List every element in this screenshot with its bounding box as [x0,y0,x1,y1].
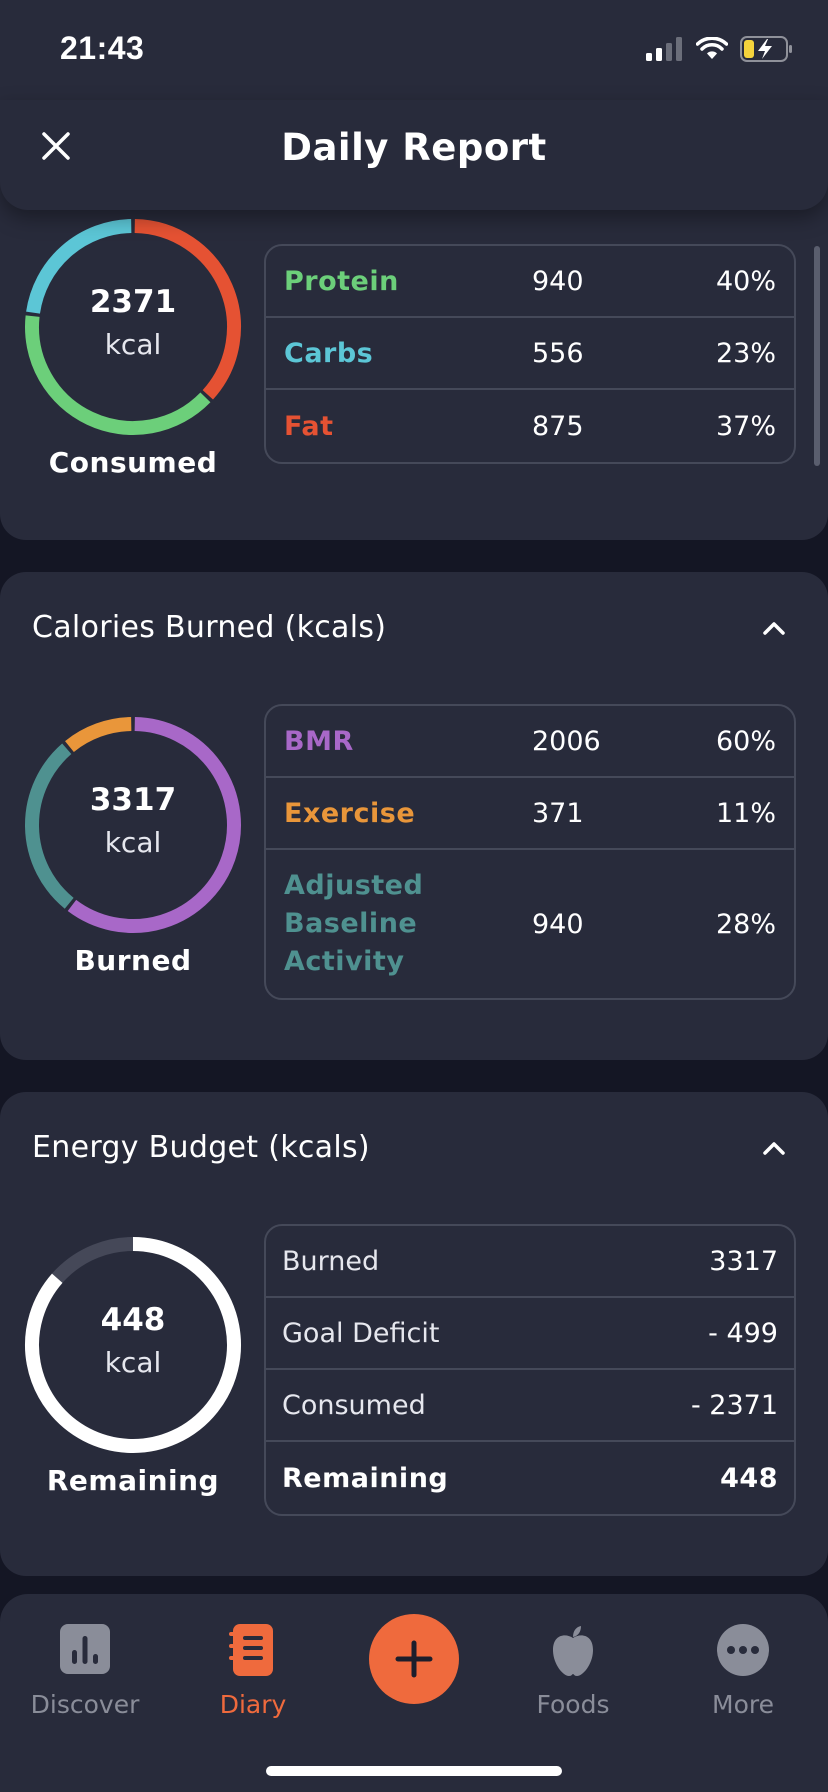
consumed-ring-segment-2 [26,219,132,314]
budget-value: - 499 [708,1317,778,1349]
budget-table: Burned 3317 Goal Deficit - 499 Consumed … [264,1224,796,1516]
burned-ring-label: Burned [74,944,192,977]
burn-name: Exercise [284,797,416,829]
consumed-ring-segment-0 [134,219,241,400]
burn-percent: 60% [715,725,776,757]
add-button[interactable] [369,1614,459,1704]
table-row-adjusted-baseline-activity: Adjusted Baseline Activity 940 28% [266,850,794,998]
burn-name-line: Baseline [284,908,418,939]
burned-ring-segment-2 [65,717,132,753]
burn-name-line: Adjusted [284,870,424,901]
remaining-kcal-value: 448 [100,1302,166,1338]
energy-budget-card: Energy Budget (kcals) 448 kcal Remaining… [0,1092,828,1576]
budget-label: Remaining [282,1462,449,1494]
macro-value: 875 [532,410,584,442]
table-row-bmr: BMR 2006 60% [266,706,794,778]
consumed-ring-chart [25,219,241,435]
macro-name: Protein [284,265,399,297]
remaining-ring-chart [25,1237,241,1453]
calories-burned-card: Calories Burned (kcals) 3317 kcal Burned… [0,572,828,1060]
budget-value: - 2371 [690,1389,778,1421]
burn-value: 371 [532,797,584,829]
consumed-kcal-value: 2371 [89,284,177,320]
scrollbar[interactable] [814,246,820,466]
table-row-consumed: Consumed - 2371 [266,1370,794,1442]
home-indicator [266,1766,562,1776]
status-icons [646,36,794,62]
tab-label: Diary [219,1690,287,1719]
table-row-protein: Protein 940 40% [266,246,794,318]
macro-value: 556 [532,337,584,369]
status-time: 21:43 [60,30,145,66]
macro-name: Carbs [284,337,374,369]
burn-name-line: Activity [284,946,405,977]
budget-label: Burned [282,1245,380,1277]
consumed-ring: 2371 kcal [22,216,244,438]
consumed-ring-label: Consumed [48,446,218,479]
tab-label: Foods [536,1690,610,1719]
macros-table: Protein 940 40% Carbs 556 23% Fat 875 37… [264,244,796,464]
diary-icon [229,1624,273,1676]
burn-percent: 28% [715,908,776,940]
card-title: Energy Budget (kcals) [32,1130,370,1165]
burn-value: 2006 [532,725,601,757]
burned-ring: 3317 kcal [22,714,244,936]
macro-percent: 23% [715,337,776,369]
burn-value: 940 [532,908,584,940]
burn-name: Adjusted Baseline Activity [284,867,423,981]
budget-value: 3317 [709,1245,778,1277]
budget-value: 448 [720,1462,778,1494]
burned-kcal-value: 3317 [89,782,177,818]
burned-ring-segment-1 [25,743,74,909]
consumed-ring-segment-1 [25,315,211,435]
macro-percent: 37% [715,410,776,442]
page-title: Daily Report [281,126,547,169]
tab-label: More [712,1690,774,1719]
macro-percent: 40% [715,265,776,297]
chart-icon [60,1624,110,1674]
status-bar: 21:43 [0,0,828,100]
battery-charging-icon [740,36,792,62]
signal-icon [646,37,682,61]
remaining-ring-fill [25,1237,241,1453]
budget-label: Consumed [282,1389,426,1421]
tab-label: Discover [30,1690,140,1719]
tab-foods[interactable]: Foods [498,1612,648,1722]
chevron-up-icon[interactable] [758,612,790,644]
remaining-ring-label: Remaining [46,1464,220,1497]
table-row-fat: Fat 875 37% [266,390,794,462]
card-title: Calories Burned (kcals) [32,610,387,645]
header: Daily Report [0,100,828,210]
table-row-burned: Burned 3317 [266,1226,794,1298]
plus-icon [395,1640,433,1678]
burn-percent: 11% [715,797,776,829]
more-icon [717,1624,769,1676]
burn-name: BMR [284,725,354,757]
table-row-remaining: Remaining 448 [266,1442,794,1514]
macro-name: Fat [284,410,334,442]
consumed-card: 2371 kcal Consumed Protein 940 40% Carbs… [0,160,828,540]
remaining-kcal-unit: kcal [104,1346,162,1379]
close-icon [42,132,70,160]
table-row-goal-deficit: Goal Deficit - 499 [266,1298,794,1370]
budget-label: Goal Deficit [282,1317,440,1349]
burned-table: BMR 2006 60% Exercise 371 11% Adjusted B… [264,704,796,1000]
wifi-icon [696,37,728,59]
tab-discover[interactable]: Discover [10,1612,160,1722]
table-row-exercise: Exercise 371 11% [266,778,794,850]
table-row-carbs: Carbs 556 23% [266,318,794,390]
tab-more[interactable]: More [668,1612,818,1722]
macro-value: 940 [532,265,584,297]
tab-diary[interactable]: Diary [178,1612,328,1722]
consumed-kcal-unit: kcal [104,328,162,361]
burned-ring-segment-0 [67,717,241,933]
burned-ring-chart [25,717,241,933]
apple-icon [553,1626,593,1676]
remaining-ring: 448 kcal [22,1234,244,1456]
chevron-up-icon[interactable] [758,1132,790,1164]
burned-kcal-unit: kcal [104,826,162,859]
close-button[interactable] [30,120,82,172]
tab-bar: Discover Diary Foods More [0,1594,828,1792]
